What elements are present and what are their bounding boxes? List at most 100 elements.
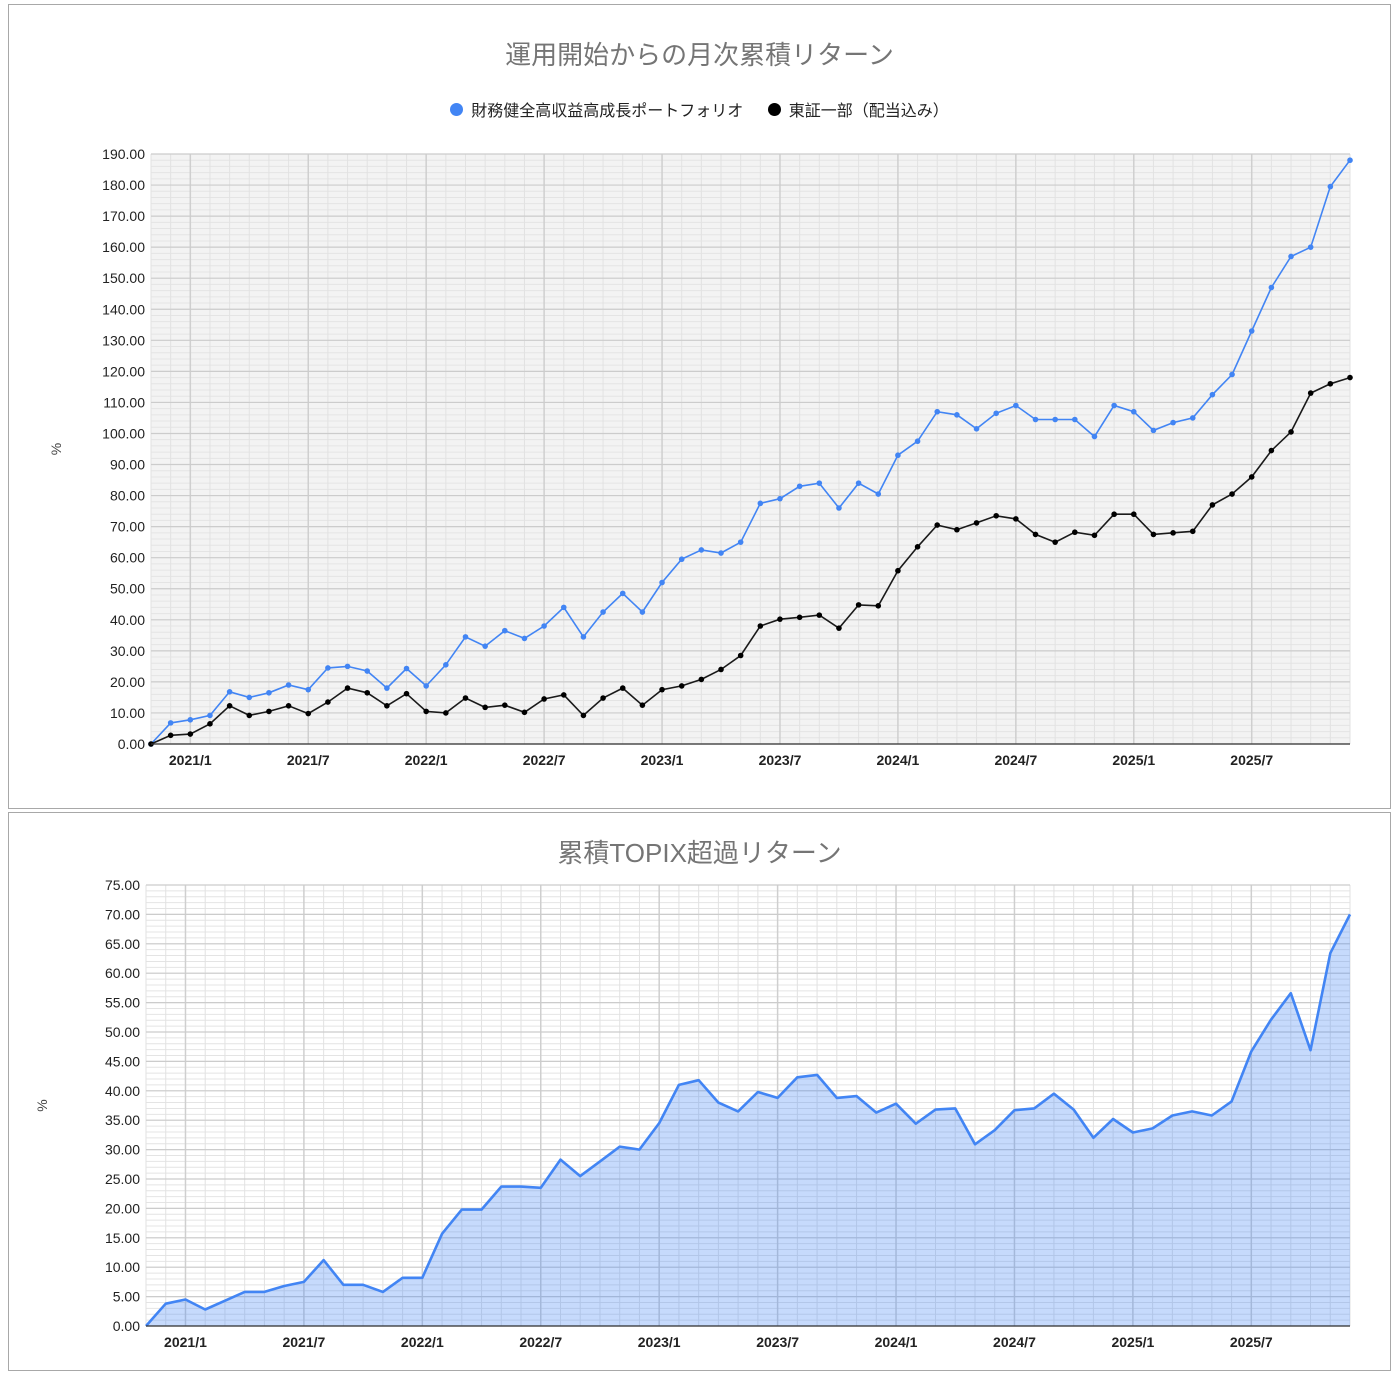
data-point[interactable] xyxy=(462,634,469,640)
data-point[interactable] xyxy=(1248,474,1255,480)
data-point[interactable] xyxy=(305,710,312,717)
data-point[interactable] xyxy=(1130,408,1137,415)
data-point[interactable] xyxy=(1091,433,1098,440)
data-point[interactable] xyxy=(855,602,862,608)
data-point[interactable] xyxy=(521,709,528,716)
data-point[interactable] xyxy=(246,712,253,719)
data-point[interactable] xyxy=(934,522,941,528)
data-point[interactable] xyxy=(364,689,371,696)
data-point[interactable] xyxy=(1229,371,1235,378)
data-point[interactable] xyxy=(619,590,626,597)
data-point[interactable] xyxy=(934,408,941,415)
data-point[interactable] xyxy=(1209,502,1216,508)
data-point[interactable] xyxy=(875,491,882,497)
legend-item-portfolio[interactable]: 財務健全高収益高成長ポートフォリオ xyxy=(450,97,743,121)
data-point[interactable] xyxy=(325,699,331,705)
data-point[interactable] xyxy=(678,683,685,689)
data-point[interactable] xyxy=(836,625,842,631)
data-point[interactable] xyxy=(325,665,331,671)
data-point[interactable] xyxy=(1327,380,1334,387)
data-point[interactable] xyxy=(757,623,764,629)
data-point[interactable] xyxy=(737,539,744,545)
data-point[interactable] xyxy=(384,703,390,709)
data-point[interactable] xyxy=(777,495,783,502)
data-point[interactable] xyxy=(639,702,646,708)
data-point[interactable] xyxy=(895,567,901,574)
data-point[interactable] xyxy=(816,612,823,618)
data-point[interactable] xyxy=(1091,532,1098,539)
data-point[interactable] xyxy=(580,634,587,640)
data-point[interactable] xyxy=(718,550,724,556)
data-point[interactable] xyxy=(1209,391,1216,398)
data-point[interactable] xyxy=(285,703,292,709)
data-point[interactable] xyxy=(1150,531,1157,538)
data-point[interactable] xyxy=(718,666,724,673)
data-point[interactable] xyxy=(521,635,528,642)
data-point[interactable] xyxy=(1347,157,1353,164)
data-point[interactable] xyxy=(777,616,783,622)
data-point[interactable] xyxy=(698,676,705,683)
data-point[interactable] xyxy=(796,483,803,490)
data-point[interactable] xyxy=(1347,374,1353,381)
data-point[interactable] xyxy=(973,520,980,526)
data-point[interactable] xyxy=(167,720,174,726)
data-point[interactable] xyxy=(1013,402,1019,409)
data-point[interactable] xyxy=(364,668,371,674)
data-point[interactable] xyxy=(1288,253,1294,260)
legend-item-topix[interactable]: 東証一部（配当込み） xyxy=(767,97,949,121)
data-point[interactable] xyxy=(1268,284,1275,291)
data-point[interactable] xyxy=(423,708,429,715)
data-point[interactable] xyxy=(698,547,705,553)
data-point[interactable] xyxy=(875,603,882,609)
data-point[interactable] xyxy=(1248,328,1255,334)
data-point[interactable] xyxy=(737,652,744,659)
data-point[interactable] xyxy=(855,480,862,486)
data-point[interactable] xyxy=(305,686,312,693)
data-point[interactable] xyxy=(993,410,999,417)
data-point[interactable] xyxy=(796,614,803,621)
data-point[interactable] xyxy=(1229,491,1235,497)
data-point[interactable] xyxy=(1052,416,1058,423)
data-point[interactable] xyxy=(1268,447,1275,454)
data-point[interactable] xyxy=(384,685,390,691)
data-point[interactable] xyxy=(954,526,960,533)
data-point[interactable] xyxy=(560,692,567,698)
data-point[interactable] xyxy=(678,556,685,563)
data-point[interactable] xyxy=(502,627,508,634)
data-point[interactable] xyxy=(187,716,194,723)
data-point[interactable] xyxy=(560,604,567,611)
data-point[interactable] xyxy=(914,438,921,445)
data-point[interactable] xyxy=(1189,415,1196,421)
data-point[interactable] xyxy=(443,710,449,716)
data-point[interactable] xyxy=(619,685,626,691)
data-point[interactable] xyxy=(266,689,272,696)
data-point[interactable] xyxy=(1032,416,1039,423)
data-point[interactable] xyxy=(1013,516,1019,522)
data-point[interactable] xyxy=(285,682,292,688)
data-point[interactable] xyxy=(423,683,429,689)
data-point[interactable] xyxy=(167,732,174,739)
data-point[interactable] xyxy=(954,412,960,418)
data-point[interactable] xyxy=(207,721,213,727)
data-point[interactable] xyxy=(914,544,921,550)
data-point[interactable] xyxy=(207,712,213,719)
data-point[interactable] xyxy=(1307,244,1314,250)
data-point[interactable] xyxy=(226,703,233,709)
data-point[interactable] xyxy=(895,452,901,459)
data-point[interactable] xyxy=(600,695,606,701)
data-point[interactable] xyxy=(344,663,351,670)
data-point[interactable] xyxy=(1327,183,1334,190)
data-point[interactable] xyxy=(541,623,547,629)
data-point[interactable] xyxy=(1072,416,1078,423)
data-point[interactable] xyxy=(266,708,272,715)
data-point[interactable] xyxy=(1150,427,1157,434)
data-point[interactable] xyxy=(1170,530,1176,536)
data-point[interactable] xyxy=(659,686,665,693)
data-point[interactable] xyxy=(580,712,587,719)
data-point[interactable] xyxy=(1111,511,1117,518)
data-point[interactable] xyxy=(1307,390,1314,396)
data-point[interactable] xyxy=(482,704,488,711)
data-point[interactable] xyxy=(344,685,351,691)
data-point[interactable] xyxy=(1189,528,1196,535)
data-point[interactable] xyxy=(502,702,508,708)
